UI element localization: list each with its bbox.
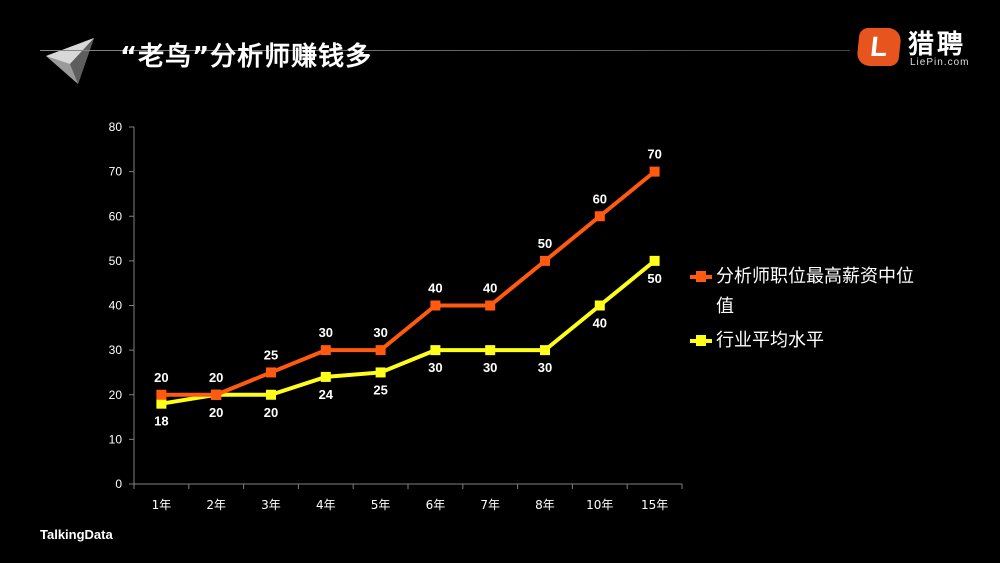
data-point-series1 <box>485 300 496 311</box>
data-label-series1: 40 <box>483 281 497 296</box>
data-point-series2 <box>430 345 441 356</box>
x-tick-label: 7年 <box>480 498 500 512</box>
data-label-series1: 30 <box>373 325 387 340</box>
liepin-logo: L 猎聘 LiePin.com <box>856 24 988 72</box>
legend-item-series2: 行业平均水平 <box>690 326 930 356</box>
logo-text-cn: 猎聘 <box>908 30 967 60</box>
x-tick-label: 10年 <box>586 498 613 512</box>
page-title: “老鸟”分析师赚钱多 <box>120 42 373 72</box>
data-label-series1: 20 <box>209 370 223 385</box>
data-label-series2: 30 <box>483 360 497 375</box>
y-tick-label: 60 <box>109 209 123 223</box>
data-label-series1: 60 <box>593 191 607 206</box>
x-tick-label: 8年 <box>535 498 555 512</box>
data-point-series2 <box>649 255 660 266</box>
data-label-series2: 18 <box>154 414 168 429</box>
footer-brand: TalkingData <box>40 527 113 542</box>
data-label-series1: 30 <box>319 325 333 340</box>
data-label-series2: 20 <box>209 405 223 420</box>
series-line-1 <box>161 170 656 397</box>
legend-item-series1: 分析师职位最高薪资中位值 <box>690 262 930 322</box>
data-point-series2 <box>594 300 605 311</box>
y-tick-label: 30 <box>109 343 123 357</box>
legend-swatch-series1 <box>690 271 712 282</box>
legend-label-series1: 分析师职位最高薪资中位值 <box>716 266 914 317</box>
data-point-series2 <box>320 371 331 382</box>
data-label-series2: 30 <box>428 360 442 375</box>
legend-swatch-series2 <box>690 335 712 346</box>
y-tick-label: 20 <box>109 388 123 402</box>
x-tick-label: 2年 <box>206 498 226 512</box>
y-tick-label: 10 <box>109 432 123 446</box>
x-tick-label: 4年 <box>316 498 336 512</box>
data-point-series1 <box>266 367 276 378</box>
data-point-series2 <box>375 367 386 378</box>
data-point-series1 <box>649 166 660 177</box>
y-tick-label: 40 <box>109 299 123 313</box>
data-label-series1: 25 <box>264 347 278 362</box>
data-point-series2 <box>540 345 550 356</box>
data-point-series2 <box>266 389 276 400</box>
data-point-series1 <box>211 389 222 400</box>
data-label-series1: 50 <box>538 236 552 251</box>
data-point-series1 <box>320 345 331 356</box>
data-point-series1 <box>375 345 386 356</box>
x-tick-label: 6年 <box>426 498 446 512</box>
y-tick-label: 70 <box>109 165 123 179</box>
data-label-series2: 50 <box>647 271 661 286</box>
data-point-series2 <box>156 398 167 409</box>
y-tick-label: 50 <box>109 254 123 268</box>
x-tick-label: 3年 <box>261 498 281 512</box>
data-label-series1: 20 <box>154 370 168 385</box>
data-point-series1 <box>540 255 550 266</box>
logo-text-en: LiePin.com <box>910 57 970 68</box>
data-point-series1 <box>594 211 605 222</box>
data-label-series1: 40 <box>428 281 442 296</box>
data-label-series1: 70 <box>647 147 661 162</box>
y-tick-label: 80 <box>109 120 123 134</box>
data-point-series1 <box>430 300 441 311</box>
y-tick-label: 0 <box>115 477 122 491</box>
chart-legend: 分析师职位最高薪资中位值 行业平均水平 <box>690 262 930 360</box>
data-point-series2 <box>485 345 496 356</box>
x-tick-label: 15年 <box>641 498 668 512</box>
header-divider <box>40 50 850 51</box>
data-point-series1 <box>156 389 167 400</box>
data-label-series2: 20 <box>264 405 278 420</box>
data-label-series2: 40 <box>593 316 607 331</box>
x-tick-label: 5年 <box>371 498 391 512</box>
legend-label-series2: 行业平均水平 <box>716 330 824 351</box>
data-label-series2: 25 <box>373 382 387 397</box>
data-label-series2: 30 <box>538 360 552 375</box>
data-label-series2: 24 <box>319 387 334 402</box>
paper-plane-icon <box>46 38 94 84</box>
x-tick-label: 1年 <box>152 498 172 512</box>
series-line-2 <box>161 259 656 406</box>
